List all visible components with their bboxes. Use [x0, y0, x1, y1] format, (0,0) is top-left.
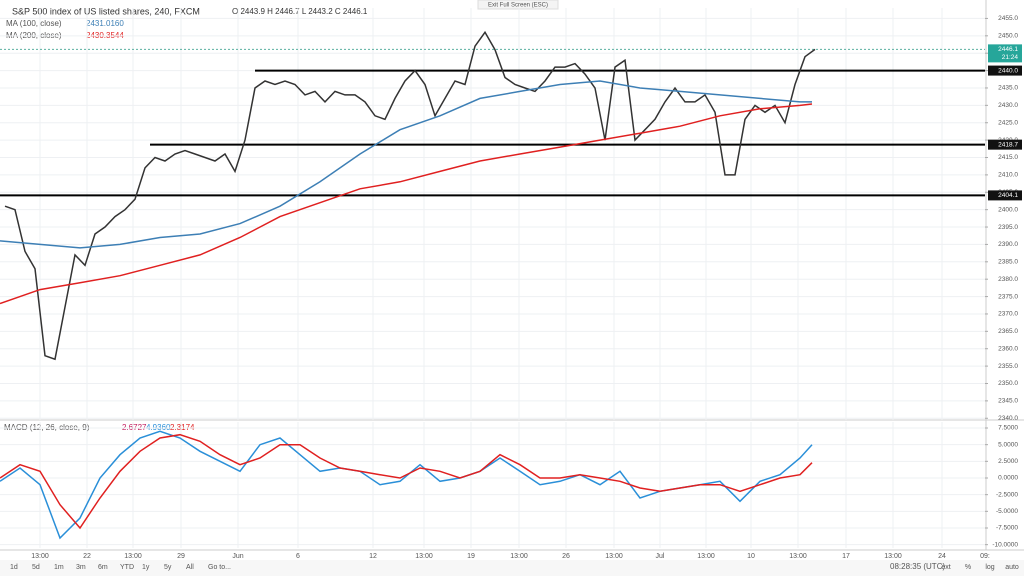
range-button[interactable]: 1m [54, 564, 64, 571]
y-tick-label: -7.5000 [996, 525, 1018, 532]
x-tick-label: 13:00 [697, 553, 715, 560]
y-tick-label: 2380.0 [998, 276, 1018, 283]
series-line [0, 80, 812, 249]
level-badge [988, 139, 1022, 150]
range-button[interactable]: 1y [142, 564, 150, 571]
y-tick-label: 2355.0 [998, 363, 1018, 370]
y-tick-label: 2395.0 [998, 224, 1018, 231]
x-tick-label: 13:00 [510, 553, 528, 560]
x-tick-label: 13:00 [884, 553, 902, 560]
y-tick-label: 2410.0 [998, 172, 1018, 179]
x-tick-label: 09: [980, 553, 990, 560]
range-button[interactable]: All [186, 564, 194, 571]
x-tick-label: 13:00 [415, 553, 433, 560]
y-tick-label: 2370.0 [998, 311, 1018, 318]
level-badge [988, 65, 1022, 76]
y-tick-label: 2430.0 [998, 102, 1018, 109]
y-tick-label: 2435.0 [998, 85, 1018, 92]
x-tick-label: 19 [467, 553, 475, 560]
y-tick-label: -10.0000 [992, 541, 1018, 548]
range-button[interactable]: 6m [98, 564, 108, 571]
y-tick-label: 2345.0 [998, 398, 1018, 405]
y-tick-label: 0.0000 [998, 475, 1018, 482]
clock: 08:28:35 (UTC) [890, 562, 945, 571]
toolbar [0, 560, 1024, 576]
option-button[interactable]: % [965, 564, 971, 571]
range-button[interactable]: 5d [32, 564, 40, 571]
y-tick-label: 2455.0 [998, 15, 1018, 22]
chart-title: S&P 500 index of US listed shares, 240, … [12, 6, 200, 16]
y-tick-label: 2375.0 [998, 293, 1018, 300]
last-price-label: 2446.1 [998, 46, 1018, 53]
level-label: 2418.7 [998, 141, 1018, 148]
level-label: 2440.0 [998, 67, 1018, 74]
y-tick-label: 2365.0 [998, 328, 1018, 335]
option-button[interactable]: auto [1005, 564, 1019, 571]
option-button[interactable]: ext [941, 564, 950, 571]
series-line [0, 103, 813, 305]
y-tick-label: -5.0000 [996, 508, 1018, 515]
ohlc-readout: O 2443.9 H 2446.7 L 2443.2 C 2446.1 [232, 7, 368, 16]
last-price-badge [988, 44, 1022, 63]
x-tick-label: 12 [369, 553, 377, 560]
y-tick-label: 2450.0 [998, 33, 1018, 40]
y-tick-label: 2425.0 [998, 119, 1018, 126]
y-tick-label: 2385.0 [998, 259, 1018, 266]
y-tick-label: 2340.0 [998, 415, 1018, 422]
x-tick-label: Jul [656, 553, 665, 560]
y-tick-label: 2400.0 [998, 206, 1018, 213]
x-tick-label: 17 [842, 553, 850, 560]
range-button[interactable]: YTD [120, 564, 134, 571]
x-tick-label: 24 [938, 553, 946, 560]
y-tick-label: 2350.0 [998, 380, 1018, 387]
y-tick-label: 2.5000 [998, 458, 1018, 465]
y-tick-label: 2390.0 [998, 241, 1018, 248]
y-tick-label: 2360.0 [998, 345, 1018, 352]
x-tick-label: 26 [562, 553, 570, 560]
x-tick-label: 13:00 [605, 553, 623, 560]
level-badge [988, 190, 1022, 201]
x-tick-label: 22 [83, 553, 91, 560]
x-tick-label: 6 [296, 553, 300, 560]
range-button[interactable]: 1d [10, 564, 18, 571]
ma100-label: MA (100, close) [6, 19, 62, 28]
x-tick-label: 13:00 [789, 553, 807, 560]
x-tick-label: 29 [177, 553, 185, 560]
range-button[interactable]: 5y [164, 564, 172, 571]
series-line [0, 433, 813, 530]
exit-button-box[interactable] [477, 0, 559, 10]
y-tick-label: -2.5000 [996, 491, 1018, 498]
exit-button[interactable]: Exit Full Screen (ESC) [488, 3, 548, 9]
range-button[interactable]: Go to... [208, 564, 231, 571]
y-tick-label: 5.0000 [998, 441, 1018, 448]
option-button[interactable]: log [985, 564, 994, 571]
range-button[interactable]: 3m [76, 564, 86, 571]
y-tick-label: 7.5000 [998, 425, 1018, 432]
ma100-value: 2431.0160 [86, 19, 124, 28]
x-tick-label: 13:00 [31, 553, 49, 560]
level-label: 2404.1 [998, 192, 1018, 199]
x-tick-label: 10 [747, 553, 755, 560]
series-line [4, 30, 816, 361]
x-tick-label: 13:00 [124, 553, 142, 560]
countdown: 21:24 [1002, 54, 1019, 61]
x-tick-label: Jun [232, 553, 243, 560]
y-tick-label: 2415.0 [998, 154, 1018, 161]
